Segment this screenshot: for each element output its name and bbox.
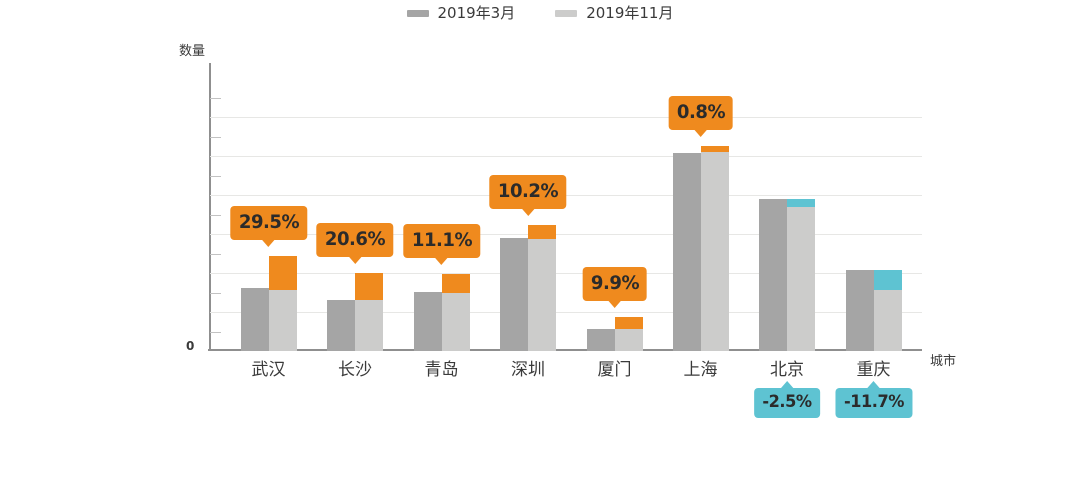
bar-march-3 <box>500 238 528 351</box>
change-callout-pointer-icon-0 <box>261 238 276 247</box>
x-axis-line <box>208 349 922 351</box>
legend-label-november: 2019年11月 <box>586 4 674 22</box>
change-callout-label-6: -2.5% <box>762 392 812 412</box>
change-callout-pointer-icon-3 <box>520 207 535 216</box>
city-label-7: 重庆 <box>856 360 891 380</box>
change-callout-pointer-icon-2 <box>434 256 449 265</box>
bar-change-cap-0 <box>268 256 297 290</box>
city-label-6: 北京 <box>770 360 804 380</box>
x-axis-label: 城市 <box>930 354 957 369</box>
change-callout-box-2: 11.1% <box>402 224 481 258</box>
bar-march-5 <box>672 153 701 351</box>
change-callout-4: 9.9% <box>582 267 647 308</box>
change-callout-box-4: 9.9% <box>582 267 647 301</box>
y-axis-zero-label: 0 <box>186 339 195 353</box>
chart-legend: 2019年3月 2019年11月 <box>0 6 1080 21</box>
city-label-3: 深圳 <box>511 360 545 380</box>
gridline-5 <box>210 156 922 157</box>
bar-march-1 <box>327 299 355 351</box>
bar-november-2 <box>441 293 470 351</box>
bar-change-cap-3 <box>528 225 556 239</box>
bar-change-cap-4 <box>614 317 643 329</box>
city-label-5: 上海 <box>683 360 718 380</box>
bar-change-cap-7 <box>873 270 902 290</box>
y-axis-label: 数量 <box>179 44 206 59</box>
change-callout-box-5: 0.8% <box>668 96 733 130</box>
bar-november-0 <box>268 290 297 351</box>
city-label-0: 武汉 <box>251 360 286 380</box>
y-axis-line <box>209 63 211 351</box>
bar-change-cap-6 <box>787 198 815 207</box>
gridline-6 <box>210 117 922 118</box>
change-callout-pointer-icon-6 <box>780 381 794 389</box>
change-callout-label-2: 11.1% <box>411 229 472 251</box>
change-callout-label-7: -11.7% <box>843 392 904 412</box>
change-callout-2: 11.1% <box>402 224 481 265</box>
change-callout-pointer-icon-7 <box>866 381 881 389</box>
city-label-1: 长沙 <box>338 360 372 380</box>
change-callout-box-6: -2.5% <box>754 388 820 418</box>
bar-november-7 <box>873 290 902 351</box>
gridline-2 <box>210 273 922 274</box>
y-axis-tick-3 <box>210 214 221 216</box>
gridline-3 <box>210 234 922 235</box>
change-callout-6: -2.5% <box>754 381 820 418</box>
legend-item-2019-11: 2019年11月 <box>555 6 673 21</box>
change-callout-1: 20.6% <box>316 223 394 264</box>
change-callout-pointer-icon-4 <box>607 299 622 308</box>
change-callout-label-1: 20.6% <box>324 228 386 250</box>
bar-november-3 <box>528 239 556 351</box>
y-axis-tick-0 <box>210 331 221 333</box>
change-callout-label-0: 29.5% <box>238 211 299 233</box>
city-label-4: 厦门 <box>597 360 632 380</box>
y-axis-tick-1 <box>210 292 221 294</box>
bar-change-cap-1 <box>355 273 383 300</box>
bar-november-5 <box>700 152 729 351</box>
gridline-1 <box>210 312 922 313</box>
legend-swatch-november-icon <box>555 10 578 17</box>
y-axis-tick-4 <box>210 175 221 177</box>
change-callout-box-3: 10.2% <box>489 175 567 209</box>
y-axis-tick-2 <box>210 253 221 255</box>
change-callout-box-1: 20.6% <box>316 223 394 257</box>
change-callout-0: 29.5% <box>229 206 308 247</box>
change-callout-label-4: 9.9% <box>590 272 639 294</box>
city-label-2: 青岛 <box>424 360 459 380</box>
change-callout-pointer-icon-1 <box>347 255 362 264</box>
y-axis-tick-5 <box>210 136 221 138</box>
bar-march-2 <box>413 292 442 351</box>
bar-change-cap-5 <box>700 146 729 152</box>
legend-swatch-march-icon <box>406 10 429 17</box>
bar-march-4 <box>586 329 615 351</box>
bar-november-4 <box>614 329 643 351</box>
bar-november-1 <box>355 300 383 351</box>
bar-change-cap-2 <box>441 274 470 293</box>
legend-item-2019-03: 2019年3月 <box>406 4 516 22</box>
change-callout-box-0: 29.5% <box>229 206 308 240</box>
change-callout-label-3: 10.2% <box>497 180 559 202</box>
bar-march-0 <box>240 288 269 351</box>
change-callout-7: -11.7% <box>834 381 913 418</box>
change-callout-3: 10.2% <box>489 175 567 216</box>
change-callout-pointer-icon-5 <box>693 128 708 137</box>
bar-november-6 <box>787 207 815 351</box>
y-axis-tick-6 <box>210 97 221 99</box>
legend-label-march: 2019年3月 <box>437 4 516 22</box>
bar-march-6 <box>759 198 787 351</box>
change-callout-box-7: -11.7% <box>834 388 913 418</box>
change-callout-5: 0.8% <box>668 96 733 137</box>
bar-march-7 <box>845 270 874 351</box>
change-callout-label-5: 0.8% <box>676 101 725 123</box>
